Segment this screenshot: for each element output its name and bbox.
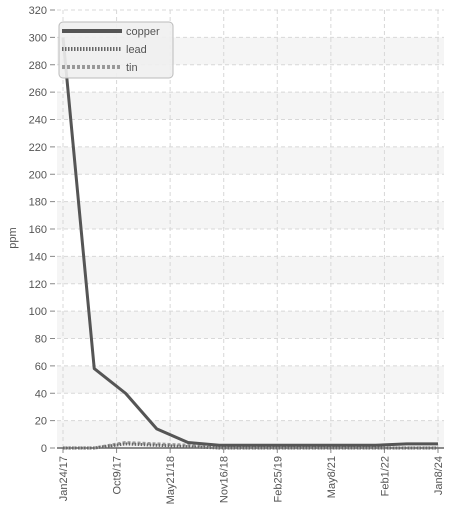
- y-tick-label: 80: [35, 334, 47, 346]
- y-tick-label: 100: [29, 306, 47, 318]
- x-tick-label: Jan8/24: [433, 456, 445, 495]
- y-axis-label: ppm: [7, 227, 19, 248]
- y-tick-label: 160: [29, 224, 47, 236]
- grid-band: [57, 92, 444, 120]
- x-tick-label: Feb25/19: [272, 456, 284, 502]
- grid-band: [57, 256, 444, 284]
- y-tick-label: 0: [41, 443, 47, 455]
- y-tick-label: 260: [29, 87, 47, 99]
- y-tick-label: 200: [29, 169, 47, 181]
- grid-band: [57, 420, 444, 448]
- x-tick-label: Jan24/17: [58, 456, 70, 501]
- y-tick-label: 60: [35, 361, 47, 373]
- y-tick-label: 280: [29, 60, 47, 72]
- y-tick-label: 220: [29, 142, 47, 154]
- x-tick-label: Feb1/22: [379, 456, 391, 496]
- grid-band: [57, 311, 444, 339]
- grid-band: [57, 146, 444, 175]
- legend: copper lead tin: [58, 21, 174, 79]
- grid-band: [57, 201, 444, 229]
- y-tick-label: 140: [29, 251, 47, 263]
- x-tick-label: Oct9/17: [112, 456, 124, 495]
- y-tick-label: 40: [35, 388, 47, 400]
- series-line-copper: [61, 37, 438, 447]
- y-axis-ticks: 0 20 40 60 80 100 120 140 160 180 200 220 240 260 280 3…: [29, 5, 55, 455]
- series-lines: [61, 37, 438, 450]
- x-tick-label: May8/21: [326, 456, 338, 498]
- grid-band: [57, 365, 444, 394]
- series-line-tin: [63, 441, 438, 450]
- legend-label-tin: tin: [126, 62, 138, 74]
- x-tick-label: May21/18: [165, 456, 177, 504]
- y-tick-label: 300: [29, 32, 47, 44]
- x-tick-label: Nov16/18: [219, 456, 231, 503]
- y-tick-label: 20: [35, 416, 47, 428]
- legend-label-copper: copper: [126, 26, 160, 38]
- y-tick-label: 180: [29, 197, 47, 209]
- y-tick-label: 120: [29, 279, 47, 291]
- legend-label-lead: lead: [126, 44, 147, 56]
- x-axis-ticks: Jan24/17 Oct9/17 May21/18 Nov16/18 Feb25/19 M…: [58, 448, 445, 504]
- y-tick-label: 320: [29, 5, 47, 17]
- y-tick-label: 240: [29, 115, 47, 127]
- series-line-lead: [63, 442, 438, 450]
